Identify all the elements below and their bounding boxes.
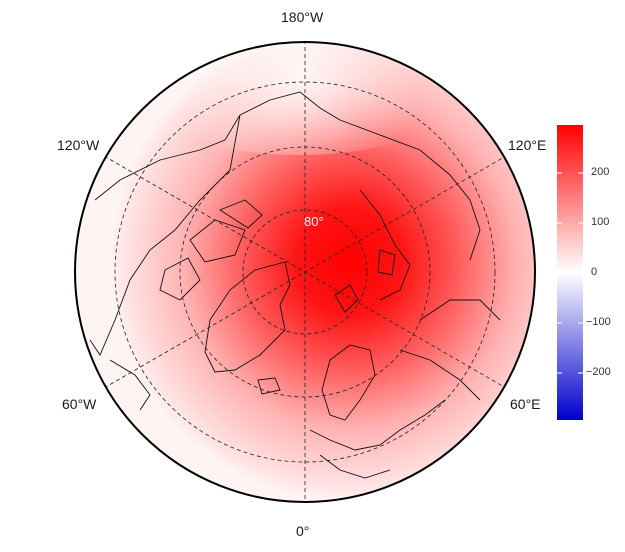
map-field: 80° bbox=[75, 42, 535, 502]
colorbar-tick-minus100: −100 bbox=[586, 316, 611, 328]
lon-label-60e: 60°E bbox=[510, 396, 541, 412]
colorbar-tick-100: 100 bbox=[591, 216, 610, 228]
colorbar-tick-minus200: −200 bbox=[586, 366, 611, 378]
colorbar-ticks bbox=[557, 172, 583, 374]
lon-label-180w: 180°W bbox=[281, 9, 324, 25]
lon-label-60w: 60°W bbox=[62, 396, 97, 412]
lon-label-120e: 120°E bbox=[508, 137, 547, 153]
latitude-label-80: 80° bbox=[304, 214, 324, 229]
coastlines bbox=[89, 91, 501, 479]
lon-label-120w: 120°W bbox=[57, 137, 100, 153]
colorbar-tick-0: 0 bbox=[591, 266, 598, 278]
lon-label-0: 0° bbox=[296, 523, 310, 539]
colorbar-tick-200: 200 bbox=[591, 166, 610, 178]
map-border bbox=[74, 41, 536, 503]
graticule bbox=[103, 42, 507, 502]
